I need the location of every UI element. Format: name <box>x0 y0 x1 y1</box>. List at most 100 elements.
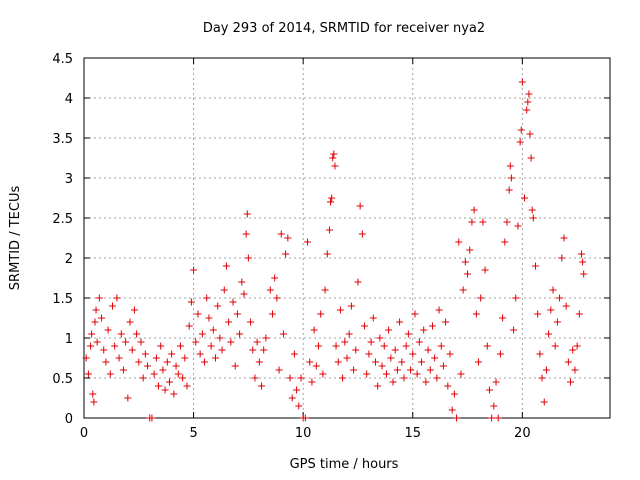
data-point <box>369 314 377 322</box>
data-point <box>187 298 195 306</box>
y-tick-label: 0 <box>65 412 73 427</box>
data-point <box>317 310 325 318</box>
x-tick-label: 15 <box>404 426 421 441</box>
data-point <box>293 386 301 394</box>
chart-title: Day 293 of 2014, SRMTID for receiver nya… <box>203 21 485 36</box>
data-point <box>339 374 347 382</box>
data-point <box>262 334 270 342</box>
data-point <box>242 230 250 238</box>
data-point <box>205 314 213 322</box>
data-point <box>128 346 136 354</box>
data-point <box>490 402 498 410</box>
data-point <box>579 258 587 266</box>
data-point <box>564 358 572 366</box>
data-point <box>255 358 263 366</box>
data-point <box>319 370 327 378</box>
data-point <box>389 378 397 386</box>
data-point <box>275 366 283 374</box>
data-point <box>92 306 100 314</box>
data-point <box>290 350 298 358</box>
data-point <box>282 250 290 258</box>
data-point <box>562 302 570 310</box>
data-point <box>573 342 581 350</box>
data-point <box>295 402 303 410</box>
data-point <box>542 366 550 374</box>
data-point <box>161 386 169 394</box>
data-point <box>505 186 513 194</box>
data-point <box>308 378 316 386</box>
data-point <box>100 346 108 354</box>
data-point <box>165 378 173 386</box>
data-point <box>352 346 360 354</box>
data-point <box>192 338 200 346</box>
data-point <box>310 326 318 334</box>
data-point <box>209 326 217 334</box>
data-point <box>181 354 189 362</box>
data-point <box>409 350 417 358</box>
data-point <box>225 318 233 326</box>
data-point <box>488 414 496 422</box>
data-point <box>323 250 331 258</box>
data-point <box>90 398 98 406</box>
data-point <box>304 238 312 246</box>
data-point <box>477 294 485 302</box>
data-point <box>575 310 583 318</box>
data-point <box>343 354 351 362</box>
data-point <box>433 374 441 382</box>
y-tick-label: 1.5 <box>52 292 73 307</box>
data-point <box>163 358 171 366</box>
x-tick-label: 20 <box>514 426 531 441</box>
data-point <box>284 234 292 242</box>
data-point <box>580 270 588 278</box>
y-tick-label: 0.5 <box>52 372 73 387</box>
data-point <box>244 254 252 262</box>
data-point <box>418 358 426 366</box>
data-point <box>306 358 314 366</box>
data-point <box>556 294 564 302</box>
data-point <box>558 254 566 262</box>
data-point <box>168 350 176 358</box>
data-point <box>249 346 257 354</box>
data-point <box>501 238 509 246</box>
data-point <box>212 354 219 362</box>
data-point <box>439 362 447 370</box>
data-point <box>91 318 99 326</box>
data-point <box>503 218 511 226</box>
x-tick-label: 5 <box>189 426 197 441</box>
y-tick-label: 3.5 <box>52 132 73 147</box>
data-point <box>567 378 575 386</box>
data-point <box>253 338 261 346</box>
data-point <box>327 198 335 206</box>
data-point <box>174 370 182 378</box>
data-point <box>196 350 204 358</box>
data-point <box>87 342 95 350</box>
data-point <box>466 246 474 254</box>
data-point <box>545 330 553 338</box>
data-point <box>301 414 309 422</box>
data-point <box>350 366 358 374</box>
data-point <box>531 262 539 270</box>
data-point <box>521 194 529 202</box>
data-point <box>150 370 158 378</box>
data-point <box>569 346 577 354</box>
data-point <box>551 342 559 350</box>
data-point <box>325 226 333 234</box>
data-point <box>137 338 145 346</box>
data-point <box>363 370 371 378</box>
data-point <box>540 398 548 406</box>
data-point <box>170 390 178 398</box>
data-point <box>185 322 193 330</box>
data-point <box>356 202 364 210</box>
data-point <box>361 322 369 330</box>
data-point <box>426 366 434 374</box>
data-point <box>201 358 209 366</box>
data-point <box>457 370 465 378</box>
data-point <box>365 350 373 358</box>
data-point <box>420 326 428 334</box>
data-point <box>431 354 439 362</box>
data-point <box>231 362 239 370</box>
y-tick-label: 4.5 <box>52 52 73 67</box>
data-point <box>236 330 244 338</box>
data-point <box>330 150 338 158</box>
